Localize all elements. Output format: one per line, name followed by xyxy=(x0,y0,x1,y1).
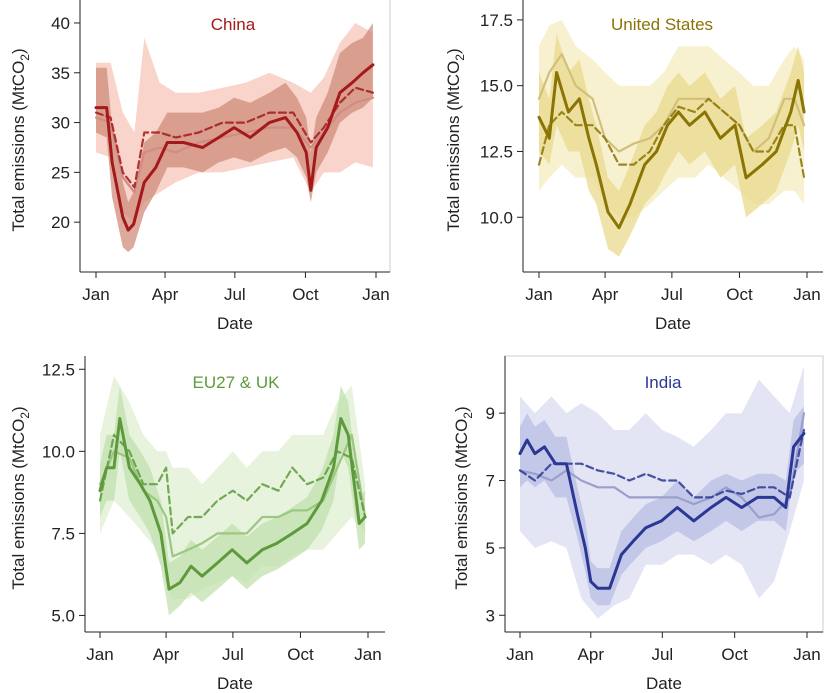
y-tick-label: 20 xyxy=(51,213,70,232)
panel-title: India xyxy=(645,373,682,392)
chart-panel-2: 5.0 7.5 10.0 12.5 Jan Apr Jul Oct Jan Date Total e… xyxy=(9,356,385,693)
x-tick-label: Jan xyxy=(525,285,552,304)
series-line-solid-light xyxy=(537,53,806,153)
y-axis-label: Total emissions (MtCO2) xyxy=(452,406,475,589)
y-axis-label: Total emissions (MtCO2) xyxy=(9,406,32,589)
chart-panel-0: 20 25 30 35 40 Jan Apr Jul Oct Jan Date Total emiss… xyxy=(9,0,391,333)
y-tick-label: 15.0 xyxy=(480,77,513,96)
x-axis-label: Date xyxy=(655,314,691,333)
y-tick-label: 25 xyxy=(51,163,70,182)
y-tick-label: 10.0 xyxy=(480,208,513,227)
series-line-dashed-thick xyxy=(98,433,367,535)
x-tick-label: Apr xyxy=(152,285,179,304)
x-tick-label: Jan xyxy=(506,645,533,664)
y-tick-label: 35 xyxy=(51,64,70,83)
x-tick-label: Oct xyxy=(721,645,748,664)
x-tick-label: Jan xyxy=(354,645,381,664)
uncertainty-band-main xyxy=(100,385,366,616)
data-layer xyxy=(94,23,375,252)
series-line-solid-thick xyxy=(518,431,806,590)
uncertainty-band-main xyxy=(96,23,373,252)
chart-panel-3: 3 5 7 9 Jan Apr Jul Oct Jan Date Total emissions (… xyxy=(452,355,824,693)
series-line-dashed-thick xyxy=(537,97,806,179)
x-axis-label: Date xyxy=(646,674,682,693)
x-tick-label: Apr xyxy=(578,645,605,664)
x-tick-label: Oct xyxy=(287,645,314,664)
y-tick-label: 30 xyxy=(51,114,70,133)
y-tick-label: 40 xyxy=(51,14,70,33)
x-tick-label: Jul xyxy=(222,645,244,664)
panel-title: EU27 & UK xyxy=(193,373,281,392)
x-axis-label: Date xyxy=(217,674,253,693)
y-tick-label: 17.5 xyxy=(480,11,513,30)
y-tick-label: 5.0 xyxy=(51,606,75,625)
chart-panel-1: 10.0 12.5 15.0 17.5 Jan Apr Jul Oct Jan Date Total… xyxy=(444,0,823,333)
y-tick-label: 10.0 xyxy=(42,442,75,461)
series-line-solid-thick xyxy=(94,63,375,232)
x-tick-label: Jan xyxy=(793,285,820,304)
y-tick-label: 12.5 xyxy=(480,142,513,161)
y-tick-label: 7 xyxy=(486,472,495,491)
y-tick-label: 5 xyxy=(486,539,495,558)
panel-title: China xyxy=(211,15,256,34)
data-layer xyxy=(537,19,806,257)
x-axis-label: Date xyxy=(217,314,253,333)
y-axis-label: Total emissions (MtCO2) xyxy=(9,48,32,231)
x-tick-label: Jul xyxy=(651,645,673,664)
x-tick-label: Oct xyxy=(726,285,753,304)
data-layer xyxy=(518,366,806,619)
x-tick-label: Jan xyxy=(362,285,389,304)
data-layer xyxy=(98,375,367,616)
x-tick-label: Jan xyxy=(793,645,820,664)
x-tick-label: Jul xyxy=(661,285,683,304)
series-line-solid-thick xyxy=(98,417,367,591)
x-tick-label: Apr xyxy=(153,645,180,664)
uncertainty-band-main xyxy=(520,406,804,606)
y-tick-label: 12.5 xyxy=(42,360,75,379)
y-axis-label: Total emissions (MtCO2) xyxy=(444,48,467,231)
uncertainty-band-light xyxy=(520,366,804,619)
series-line-solid-thick xyxy=(537,71,806,230)
y-tick-label: 3 xyxy=(486,606,495,625)
x-tick-label: Jan xyxy=(86,645,113,664)
x-tick-label: Oct xyxy=(292,285,319,304)
y-tick-label: 7.5 xyxy=(51,524,75,543)
x-tick-label: Apr xyxy=(592,285,619,304)
panel-title: United States xyxy=(611,15,713,34)
x-tick-label: Jan xyxy=(82,285,109,304)
x-tick-label: Jul xyxy=(224,285,246,304)
y-tick-label: 9 xyxy=(486,404,495,423)
